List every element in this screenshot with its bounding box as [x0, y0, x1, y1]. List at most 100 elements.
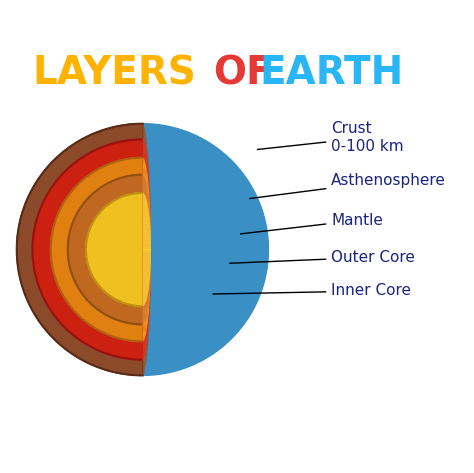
Polygon shape — [143, 345, 147, 346]
Polygon shape — [143, 263, 151, 264]
Polygon shape — [143, 268, 151, 269]
Polygon shape — [143, 186, 149, 187]
Polygon shape — [143, 241, 151, 242]
Polygon shape — [143, 207, 148, 208]
Polygon shape — [143, 260, 151, 261]
Polygon shape — [143, 293, 148, 294]
Polygon shape — [143, 278, 150, 279]
Polygon shape — [143, 299, 149, 300]
Polygon shape — [143, 295, 150, 296]
Polygon shape — [143, 346, 148, 348]
Polygon shape — [143, 272, 151, 273]
Polygon shape — [143, 160, 148, 162]
Polygon shape — [143, 260, 151, 262]
Polygon shape — [143, 267, 151, 268]
Polygon shape — [143, 210, 151, 211]
Polygon shape — [143, 271, 150, 272]
Polygon shape — [143, 289, 150, 290]
Polygon shape — [143, 228, 151, 230]
Polygon shape — [143, 304, 145, 305]
Polygon shape — [143, 311, 147, 312]
Polygon shape — [143, 253, 151, 254]
Polygon shape — [143, 275, 151, 276]
Polygon shape — [143, 195, 148, 196]
Polygon shape — [143, 227, 151, 228]
Polygon shape — [143, 296, 150, 297]
Polygon shape — [143, 249, 151, 250]
Polygon shape — [143, 187, 147, 188]
Polygon shape — [143, 233, 151, 234]
Polygon shape — [143, 185, 147, 186]
Polygon shape — [143, 256, 151, 258]
Polygon shape — [143, 219, 150, 220]
Polygon shape — [143, 295, 149, 296]
Polygon shape — [143, 250, 151, 251]
Polygon shape — [143, 340, 144, 341]
Polygon shape — [143, 196, 146, 197]
Polygon shape — [143, 153, 147, 154]
Polygon shape — [143, 268, 151, 269]
Polygon shape — [143, 336, 149, 337]
Polygon shape — [143, 132, 146, 134]
Polygon shape — [143, 168, 148, 169]
Polygon shape — [143, 297, 150, 298]
Polygon shape — [143, 166, 149, 168]
Polygon shape — [143, 246, 151, 248]
Polygon shape — [143, 304, 148, 305]
Polygon shape — [143, 304, 149, 305]
Polygon shape — [143, 129, 145, 130]
Polygon shape — [143, 144, 145, 145]
Polygon shape — [143, 163, 148, 164]
Polygon shape — [143, 267, 151, 268]
Polygon shape — [143, 312, 150, 314]
Polygon shape — [143, 240, 151, 241]
Polygon shape — [143, 281, 150, 282]
Polygon shape — [143, 242, 151, 244]
Polygon shape — [143, 314, 149, 315]
Polygon shape — [143, 305, 149, 306]
Polygon shape — [143, 192, 150, 193]
Polygon shape — [143, 287, 149, 288]
Ellipse shape — [64, 239, 92, 261]
Polygon shape — [143, 299, 150, 300]
Polygon shape — [143, 330, 146, 331]
Polygon shape — [143, 241, 151, 242]
Polygon shape — [143, 248, 151, 249]
Polygon shape — [143, 209, 148, 210]
Polygon shape — [143, 215, 149, 216]
Polygon shape — [143, 184, 149, 185]
Polygon shape — [143, 305, 144, 306]
Polygon shape — [143, 261, 151, 262]
Polygon shape — [143, 176, 148, 177]
Polygon shape — [143, 241, 151, 243]
Polygon shape — [143, 298, 147, 299]
Polygon shape — [143, 158, 144, 159]
Polygon shape — [143, 245, 151, 246]
Polygon shape — [143, 237, 151, 239]
Polygon shape — [143, 173, 149, 174]
Polygon shape — [143, 200, 149, 201]
Polygon shape — [143, 255, 151, 256]
Polygon shape — [143, 205, 150, 206]
Polygon shape — [143, 276, 150, 277]
Polygon shape — [143, 268, 151, 269]
Polygon shape — [143, 227, 151, 228]
Polygon shape — [143, 302, 150, 303]
Polygon shape — [143, 164, 148, 165]
Polygon shape — [143, 307, 150, 308]
Polygon shape — [143, 242, 151, 243]
Polygon shape — [143, 262, 151, 263]
Polygon shape — [143, 325, 149, 326]
Polygon shape — [143, 194, 150, 196]
Polygon shape — [143, 229, 151, 230]
Polygon shape — [143, 150, 148, 151]
Polygon shape — [143, 313, 147, 314]
Polygon shape — [143, 249, 151, 250]
Polygon shape — [143, 162, 149, 163]
Polygon shape — [143, 191, 150, 192]
Polygon shape — [143, 173, 149, 174]
Polygon shape — [143, 235, 151, 236]
Polygon shape — [143, 177, 148, 178]
Polygon shape — [143, 237, 151, 238]
Polygon shape — [143, 266, 151, 267]
